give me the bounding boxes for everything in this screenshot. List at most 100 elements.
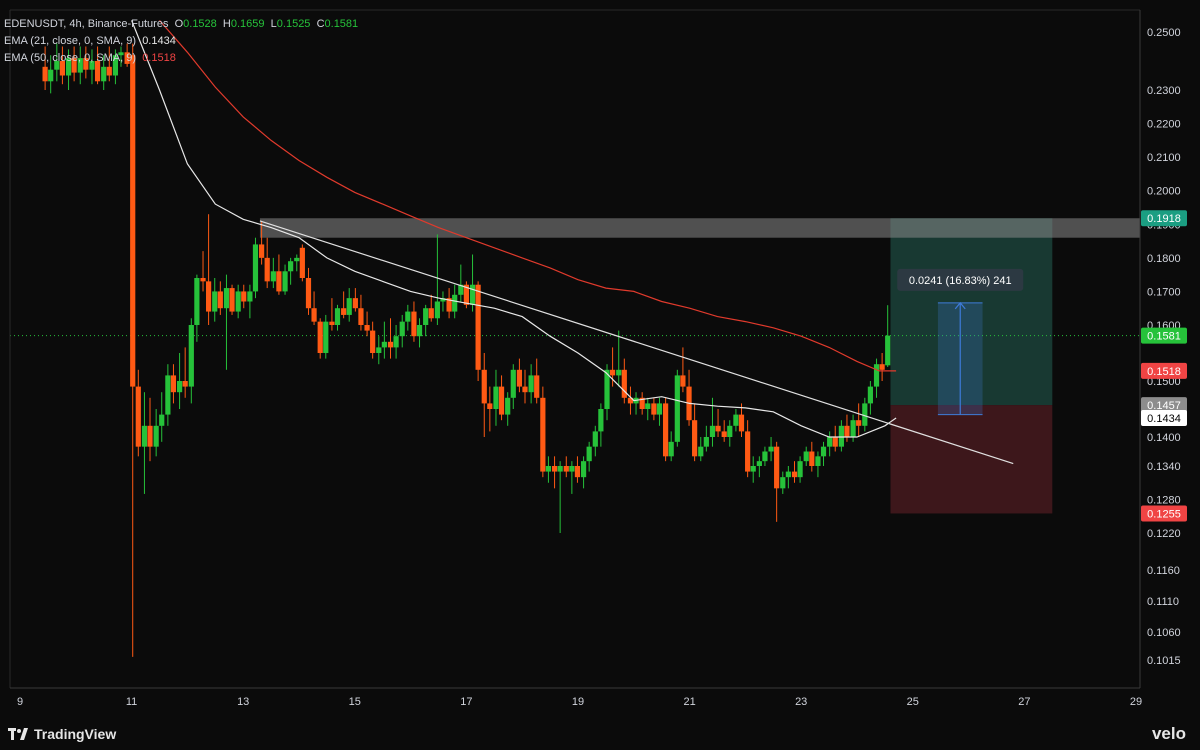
y-tick-label: 0.2100 (1147, 152, 1181, 164)
candle-up (656, 403, 663, 415)
price-label-box (1141, 505, 1187, 522)
ema21-line (131, 20, 897, 438)
ema50-label: EMA (50, close, 0, SMA, 9) (4, 52, 137, 64)
candle-up (48, 69, 54, 82)
ema21-row[interactable]: EMA (21, close, 0, SMA, 9) 0.1434 (4, 33, 358, 50)
candle-up (270, 271, 276, 282)
candle-down (341, 308, 347, 315)
candle-up (545, 466, 552, 472)
candle-up (668, 441, 674, 457)
candle-down (311, 308, 317, 322)
descending-trendline (259, 220, 1014, 465)
chart-legend: EDENUSDT, 4h, Binance-Futures O0.1528 H0… (4, 16, 358, 67)
y-tick-label: 0.1220 (1147, 528, 1181, 540)
candle-down (522, 386, 528, 393)
candle-down (879, 364, 885, 370)
candle-down (621, 369, 627, 398)
candle-down (358, 308, 364, 325)
candle-down (498, 386, 505, 415)
ema50-row[interactable]: EMA (50, close, 0, SMA, 9) 0.1518 (4, 50, 358, 67)
candle-down (481, 369, 487, 404)
candle-up (247, 291, 253, 302)
candle-down (540, 397, 546, 472)
candle-down (200, 278, 206, 282)
candle-up (288, 261, 294, 272)
candle-up (557, 466, 563, 472)
candle-down (130, 55, 136, 387)
candle-down (463, 284, 469, 305)
candle-down (809, 451, 815, 466)
x-tick-label: 23 (795, 696, 807, 708)
y-tick-label: 0.1015 (1147, 655, 1181, 667)
candle-up (416, 325, 423, 337)
x-tick-label: 15 (349, 696, 361, 708)
candle-up (112, 55, 119, 76)
candle-up (282, 271, 288, 292)
y-tick-label: 0.1060 (1147, 627, 1181, 639)
candle-up (165, 375, 171, 415)
tradingview-icon (8, 728, 28, 740)
symbol-label[interactable]: EDENUSDT, 4h, Binance-Futures (4, 18, 169, 30)
candle-up (820, 446, 827, 457)
candle-up (674, 375, 680, 442)
y-tick-label: 0.1800 (1147, 253, 1181, 265)
candle-up (733, 414, 739, 426)
x-tick-label: 25 (907, 696, 919, 708)
x-tick-label: 11 (126, 696, 137, 708)
open-value: 0.1528 (183, 18, 217, 30)
high-value: 0.1659 (230, 18, 265, 30)
candle-down (832, 437, 838, 447)
candle-down (106, 66, 112, 76)
candle-up (815, 456, 821, 466)
candle-up (645, 403, 651, 409)
candle-up (399, 321, 405, 337)
candle-up (376, 347, 382, 353)
candle-up (827, 437, 833, 447)
candle-up (159, 414, 165, 426)
candle-down (791, 471, 798, 478)
x-tick-label: 21 (683, 696, 695, 708)
candle-up (235, 291, 241, 312)
candle-up (873, 364, 880, 387)
candle-down (241, 291, 247, 302)
measure-arrow-head (954, 301, 966, 310)
candle-down (229, 288, 235, 312)
price-chart[interactable]: 0.0241 (16.83%) 241 0.2500 0.2300 0.2200 0.2… (0, 0, 1200, 718)
price-label: 0.1434 (1147, 413, 1181, 425)
candle-up (223, 288, 230, 309)
stop-zone (890, 405, 1053, 514)
candle-up (176, 381, 183, 393)
y-tick-label: 0.1400 (1147, 432, 1181, 444)
candle-up (785, 471, 791, 478)
candle-up (762, 451, 768, 462)
y-tick-label: 0.1500 (1147, 376, 1181, 388)
candle-down (317, 321, 323, 353)
tradingview-logo[interactable]: TradingView (8, 726, 116, 742)
candle-down (135, 386, 141, 447)
candle-up (768, 446, 774, 452)
y-tick-label: 0.2300 (1147, 85, 1181, 97)
high-label: H (222, 18, 231, 30)
candle-down (692, 420, 698, 457)
candle-up (598, 409, 604, 432)
candle-down (446, 298, 452, 312)
candle-down (680, 375, 686, 387)
candle-up (393, 336, 399, 348)
x-tick-label: 27 (1018, 696, 1030, 708)
candle-up (77, 58, 83, 73)
candle-up (528, 375, 534, 393)
candle-down (170, 375, 177, 393)
candle-down (42, 66, 48, 82)
candle-up (505, 397, 511, 415)
candle-down (487, 403, 493, 409)
price-label: 0.1918 (1147, 213, 1181, 225)
candle-up (756, 461, 762, 466)
ema21-label: EMA (21, close, 0, SMA, 9) (4, 35, 137, 47)
candle-down (217, 291, 223, 309)
price-label-box (1141, 409, 1187, 426)
low-value: 0.1525 (276, 18, 311, 30)
candle-up (709, 425, 716, 437)
candle-up (405, 311, 411, 322)
candle-up (194, 278, 200, 325)
